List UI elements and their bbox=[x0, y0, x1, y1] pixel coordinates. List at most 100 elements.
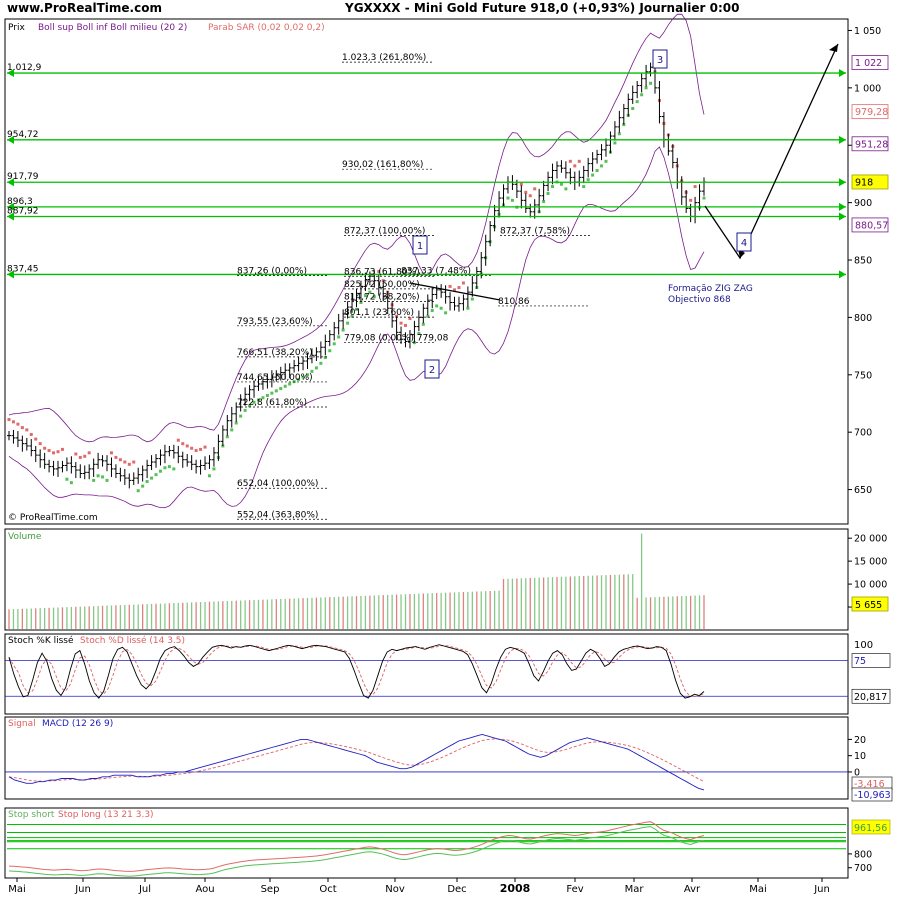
sar-dot bbox=[261, 396, 265, 400]
level-label: 837,45 bbox=[7, 264, 39, 274]
sar-dot bbox=[577, 159, 581, 163]
stoch-tag-box bbox=[851, 653, 891, 668]
sar-dot bbox=[92, 478, 96, 482]
volume-y-label: 15 000 bbox=[854, 557, 887, 568]
macd-panel bbox=[4, 716, 849, 800]
sar-dot bbox=[230, 428, 234, 432]
sar-dot bbox=[332, 342, 336, 346]
sar-dot bbox=[689, 198, 693, 202]
sar-dot bbox=[617, 132, 621, 136]
sar-dot bbox=[448, 284, 452, 288]
sar-dot bbox=[11, 420, 15, 424]
y-tick-label: 700 bbox=[854, 428, 872, 439]
volume-panel-title: Volume bbox=[8, 532, 42, 542]
sar-dot bbox=[430, 309, 434, 313]
sar-dot bbox=[355, 307, 358, 311]
fib-label: 1.023,3 (261,80%) bbox=[342, 53, 426, 63]
level-label: 1.012,9 bbox=[7, 63, 42, 73]
value-tag-text: 1 022 bbox=[855, 58, 882, 69]
level-arrow-right bbox=[839, 69, 846, 78]
stoch-tag-box bbox=[851, 688, 891, 704]
sar-dot bbox=[78, 455, 82, 459]
macd-y-label: 10 bbox=[854, 751, 866, 762]
macd-tag-text: -3,416 bbox=[854, 779, 885, 790]
stoch-tag-text: 20,817 bbox=[854, 692, 887, 703]
objective-annotation: Objectivo 868 bbox=[668, 295, 731, 305]
sar-dot bbox=[185, 444, 189, 448]
sar-dot bbox=[564, 187, 568, 191]
value-tag: 880,57 bbox=[851, 217, 889, 233]
x-tick-label: Aou bbox=[195, 884, 214, 895]
value-tag-text: 880,57 bbox=[855, 220, 888, 231]
sar-dot bbox=[377, 270, 381, 273]
macd-y-label: 0 bbox=[854, 767, 860, 778]
x-tick-label: Dec bbox=[447, 884, 466, 895]
sar-dot bbox=[274, 389, 278, 393]
sar-dot bbox=[457, 286, 461, 290]
sar-dot bbox=[234, 421, 238, 425]
sar-dot bbox=[7, 418, 11, 422]
sar-dot bbox=[154, 473, 158, 477]
sar-dot bbox=[466, 306, 470, 310]
sar-dot bbox=[426, 314, 430, 318]
fib-label: 793,55 (23,60%) bbox=[237, 317, 313, 327]
sar-dot bbox=[417, 331, 421, 335]
level-arrow-right bbox=[839, 202, 846, 211]
sar-dot bbox=[123, 460, 127, 464]
sar-dot bbox=[314, 366, 318, 370]
sar-dot bbox=[453, 288, 457, 292]
sar-dot bbox=[510, 198, 514, 202]
macd-signal-line bbox=[8, 738, 705, 782]
x-tick-label: Sep bbox=[261, 884, 280, 895]
y-tick-label: 1 000 bbox=[854, 83, 881, 94]
fib-label: 552,04 (363,80%) bbox=[237, 510, 318, 520]
fib-label: 810,86 bbox=[498, 297, 530, 307]
price-panel bbox=[4, 18, 849, 525]
sar-dot bbox=[158, 469, 162, 473]
sar-dot bbox=[506, 196, 510, 200]
sar-dot bbox=[101, 475, 105, 479]
macd-tag-box bbox=[851, 787, 893, 802]
wave-number: 1 bbox=[417, 241, 423, 252]
wave-box bbox=[736, 232, 752, 252]
instrument-title: YGXXXX - Mini Gold Future 918,0 (+0,93%)… bbox=[345, 1, 740, 15]
bollinger-legend: Boll sup Boll inf Boll milieu (20 2) bbox=[38, 23, 187, 33]
sar-dot bbox=[551, 185, 555, 189]
stop-short-title: Stop short bbox=[8, 810, 55, 820]
sar-dot bbox=[693, 185, 697, 189]
sar-dot bbox=[60, 447, 64, 451]
level-arrow-left bbox=[7, 178, 14, 187]
sar-dot bbox=[25, 428, 29, 432]
sar-dot bbox=[350, 314, 354, 318]
sar-dot bbox=[461, 281, 465, 285]
x-tick-label: Jun bbox=[813, 884, 830, 895]
sar-dot bbox=[600, 164, 604, 168]
wave-label-box: 3 bbox=[652, 49, 668, 69]
copyright-text: © ProRealTime.com bbox=[8, 513, 98, 523]
sar-dot bbox=[29, 432, 33, 436]
sar-dot bbox=[586, 178, 590, 182]
sar-dot bbox=[118, 458, 122, 462]
sar-dot bbox=[225, 435, 229, 439]
sar-dot bbox=[421, 322, 425, 326]
sar-dot bbox=[444, 311, 448, 315]
level-label: 954,72 bbox=[7, 130, 39, 140]
sar-dot bbox=[288, 382, 292, 386]
fib-label: 837,26 (0,00%) bbox=[237, 267, 307, 277]
y-tick-label: 1 050 bbox=[854, 26, 881, 37]
sar-dot bbox=[181, 442, 185, 446]
wave-number: 3 bbox=[657, 55, 663, 66]
wave-number: 4 bbox=[741, 238, 747, 249]
sar-dot bbox=[172, 467, 176, 471]
level-label: 896,3 bbox=[7, 197, 33, 207]
sar-dot bbox=[613, 141, 617, 145]
sar-dot bbox=[631, 107, 635, 111]
sar-dot bbox=[34, 437, 38, 441]
sar-dot bbox=[649, 81, 653, 85]
stochastic-panel bbox=[4, 633, 849, 715]
macd-y-label: 20 bbox=[854, 735, 866, 746]
sar-dot bbox=[114, 455, 118, 459]
site-url[interactable]: www.ProRealTime.com bbox=[7, 1, 162, 15]
value-tag-box bbox=[851, 174, 889, 190]
fib-label: 744,65 (50,00%) bbox=[237, 373, 313, 383]
